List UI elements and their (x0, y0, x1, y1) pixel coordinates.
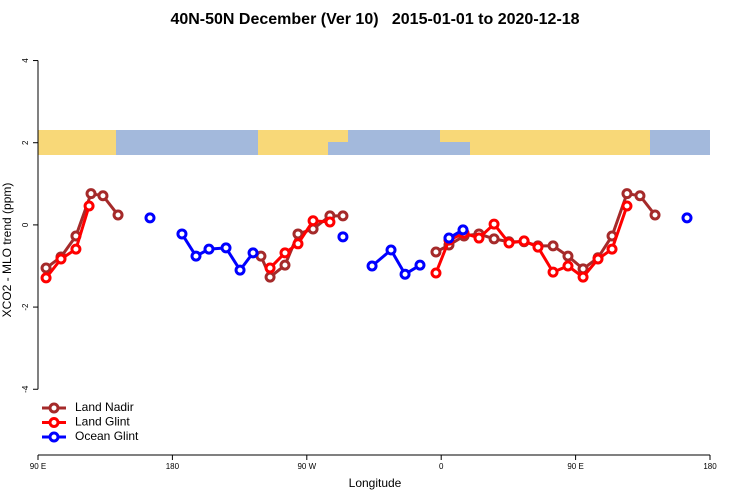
point (518, 235, 530, 247)
point (562, 260, 574, 272)
point (592, 253, 604, 265)
point (40, 272, 52, 284)
point (85, 188, 97, 200)
point (83, 200, 95, 212)
point (144, 212, 156, 224)
y-tick-label: 0 (21, 222, 30, 227)
point (503, 237, 515, 249)
point (279, 247, 291, 259)
legend-label: Land Glint (75, 415, 130, 429)
point (621, 188, 633, 200)
y-axis-label: XCO2 - MLO trend (ppm) (0, 183, 14, 318)
x-tick-label: 180 (703, 462, 717, 471)
point (337, 231, 349, 243)
point (430, 246, 442, 258)
point (279, 259, 291, 271)
chart-title: 40N-50N December (Ver 10) 2015-01-01 to … (170, 11, 579, 28)
point (430, 267, 442, 279)
point (112, 209, 124, 221)
point (562, 250, 574, 262)
x-tick-label: 180 (166, 462, 180, 471)
point (220, 242, 232, 254)
point (55, 253, 67, 265)
point (190, 250, 202, 262)
point (488, 218, 500, 230)
point (577, 271, 589, 283)
point (176, 228, 188, 240)
x-tick-label: 90 W (297, 462, 316, 471)
point (488, 233, 500, 245)
y-tick-label: -2 (21, 303, 30, 311)
y-tick-label: 4 (21, 58, 30, 63)
point (399, 268, 411, 280)
point (366, 260, 378, 272)
point (292, 228, 304, 240)
point (247, 247, 259, 259)
legend-marker (48, 417, 60, 428)
point (547, 240, 559, 252)
point (307, 215, 319, 227)
point (532, 241, 544, 253)
x-tick-label: 0 (439, 462, 444, 471)
point (634, 190, 646, 202)
point (324, 216, 336, 228)
legend-marker (48, 431, 60, 443)
point (264, 271, 276, 283)
point (649, 209, 661, 221)
x-tick-label: 90 E (30, 462, 46, 471)
point (203, 243, 215, 255)
point (292, 238, 304, 250)
legend-label: Ocean Glint (75, 429, 139, 443)
legend-marker (48, 402, 60, 414)
point (385, 244, 397, 256)
map-strip (38, 130, 710, 155)
y-tick-label: -4 (21, 385, 30, 393)
point (443, 232, 455, 244)
point (457, 224, 469, 236)
point (606, 243, 618, 255)
point (414, 259, 426, 271)
point (70, 243, 82, 255)
point (547, 266, 559, 278)
point (264, 262, 276, 274)
point (473, 232, 485, 244)
point (97, 190, 109, 202)
x-axis-label: Longitude (349, 476, 402, 490)
point (234, 264, 246, 276)
legend-label: Land Nadir (75, 400, 134, 414)
point (621, 200, 633, 212)
point (40, 262, 52, 274)
y-tick-label: 2 (21, 140, 30, 145)
x-tick-label: 90 E (567, 462, 583, 471)
point (681, 212, 693, 224)
point (337, 210, 349, 222)
